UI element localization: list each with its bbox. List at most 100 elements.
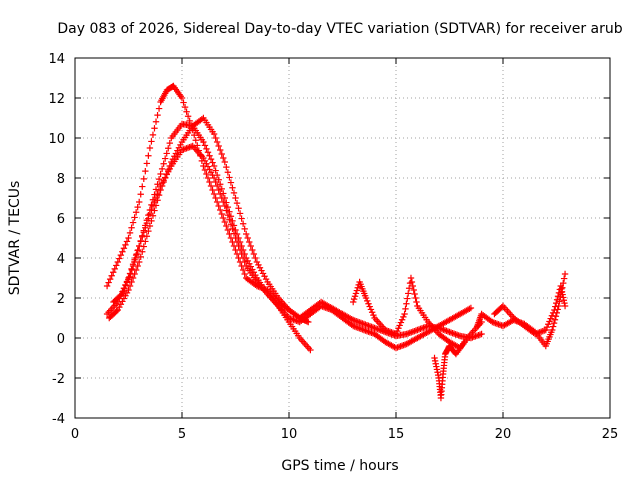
- data-point: [395, 325, 402, 332]
- data-point: [137, 253, 144, 261]
- data-point: [148, 206, 155, 214]
- data-point: [250, 250, 258, 258]
- data-point: [117, 291, 125, 299]
- data-point: [551, 306, 558, 314]
- data-point: [256, 264, 264, 271]
- data-point: [160, 160, 167, 167]
- data-point: [146, 144, 154, 152]
- data-point: [230, 230, 238, 237]
- data-point: [403, 300, 410, 307]
- data-point: [134, 246, 142, 254]
- data-point: [235, 205, 242, 212]
- data-point: [127, 270, 134, 278]
- data-point: [461, 338, 468, 346]
- data-point: [183, 108, 190, 115]
- data-point: [129, 219, 137, 226]
- data-point: [227, 179, 235, 186]
- data-point: [362, 294, 370, 302]
- data-point: [212, 178, 219, 186]
- data-point: [392, 330, 400, 338]
- data-point: [158, 179, 166, 187]
- data-point: [177, 141, 184, 149]
- data-point: [405, 290, 412, 297]
- data-point: [207, 169, 215, 176]
- data-point: [227, 213, 235, 220]
- data-point: [207, 155, 215, 163]
- data-point: [119, 248, 126, 255]
- data-point: [229, 217, 236, 225]
- data-point: [226, 208, 233, 215]
- data-point: [433, 363, 440, 370]
- data-point: [165, 168, 172, 175]
- data-point: [244, 257, 251, 265]
- data-point: [114, 306, 121, 314]
- series-track-a: [103, 82, 312, 326]
- data-point: [398, 316, 406, 323]
- data-point: [560, 275, 568, 282]
- data-point: [149, 202, 157, 210]
- data-point: [367, 306, 375, 313]
- y-tick-label: 4: [57, 252, 65, 267]
- data-point: [158, 165, 166, 173]
- data-point: [549, 323, 557, 330]
- data-point: [352, 290, 360, 297]
- data-point: [120, 295, 128, 302]
- data-point: [146, 210, 154, 218]
- y-tick-label: 0: [57, 332, 65, 347]
- data-point: [553, 296, 561, 303]
- data-point: [546, 318, 553, 325]
- data-point: [154, 190, 161, 198]
- data-point: [204, 149, 212, 156]
- data-point: [350, 295, 358, 303]
- data-point: [218, 185, 225, 193]
- data-point: [262, 275, 270, 283]
- data-point: [181, 103, 189, 111]
- data-point: [252, 254, 259, 262]
- data-point: [405, 285, 413, 292]
- data-point: [218, 194, 225, 202]
- data-point: [547, 315, 554, 322]
- data-point: [243, 230, 250, 238]
- data-point: [203, 160, 210, 167]
- series-track-d: [110, 142, 314, 354]
- series-track-b: [103, 120, 475, 352]
- data-point: [142, 167, 149, 175]
- data-point: [108, 272, 115, 279]
- data-point: [221, 202, 228, 210]
- data-point: [241, 258, 248, 266]
- data-point: [364, 297, 371, 305]
- series-track-f: [431, 338, 468, 402]
- data-point: [172, 150, 180, 157]
- data-point: [116, 255, 123, 262]
- data-point: [217, 146, 224, 154]
- data-point: [397, 319, 405, 326]
- data-point: [212, 134, 219, 142]
- data-point: [128, 224, 135, 231]
- data-point: [106, 275, 114, 283]
- data-point: [402, 305, 409, 313]
- data-point: [120, 287, 127, 295]
- data-point: [246, 238, 253, 246]
- data-point: [350, 298, 357, 306]
- data-point: [366, 303, 373, 310]
- data-point: [370, 311, 377, 319]
- data-point: [105, 279, 112, 286]
- data-point: [433, 366, 441, 373]
- data-point: [139, 233, 146, 241]
- data-point: [307, 346, 314, 354]
- data-point: [232, 194, 239, 202]
- data-point: [545, 321, 552, 328]
- data-point: [137, 238, 144, 245]
- data-point: [549, 309, 557, 317]
- data-point: [241, 225, 248, 233]
- data-point: [178, 94, 186, 102]
- data-point: [227, 221, 235, 228]
- data-point: [145, 152, 152, 159]
- data-point: [466, 305, 473, 313]
- data-point: [224, 211, 232, 219]
- data-point: [129, 274, 137, 282]
- data-point: [354, 284, 361, 291]
- data-point: [161, 174, 169, 181]
- data-point: [161, 155, 169, 162]
- data-point: [558, 288, 566, 295]
